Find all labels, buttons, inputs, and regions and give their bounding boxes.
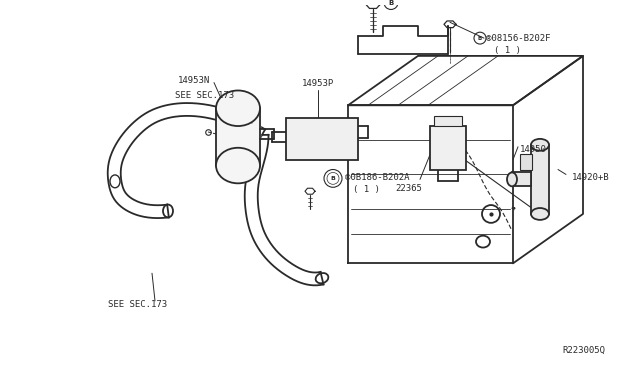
Bar (512, 173, 531, 186)
Text: 22365: 22365 (395, 184, 422, 193)
Text: SEE SEC.173: SEE SEC.173 (175, 91, 234, 100)
Text: B: B (478, 36, 482, 41)
Bar (286, 118, 358, 160)
Ellipse shape (216, 148, 260, 183)
Text: ®0B186-B202A: ®0B186-B202A (345, 173, 410, 182)
Ellipse shape (216, 90, 260, 126)
Ellipse shape (531, 139, 549, 151)
Text: 14953P: 14953P (302, 79, 334, 88)
Text: ( 1 ): ( 1 ) (494, 46, 521, 55)
Text: 14950: 14950 (520, 145, 547, 154)
Text: 14920+B: 14920+B (572, 173, 610, 182)
Text: SEE SEC.173: SEE SEC.173 (108, 300, 167, 310)
Text: R223005Q: R223005Q (562, 346, 605, 355)
Text: 14953N: 14953N (178, 76, 211, 85)
Bar (231, 115, 242, 134)
Bar (520, 154, 532, 170)
Text: B: B (388, 0, 394, 6)
Text: ®08156-B202F: ®08156-B202F (486, 33, 550, 43)
Bar (430, 126, 466, 170)
Bar (531, 145, 549, 214)
Bar (434, 116, 462, 126)
Text: ( 1 ): ( 1 ) (353, 185, 380, 194)
Ellipse shape (531, 208, 549, 220)
Text: B: B (331, 176, 335, 181)
Ellipse shape (507, 173, 517, 186)
